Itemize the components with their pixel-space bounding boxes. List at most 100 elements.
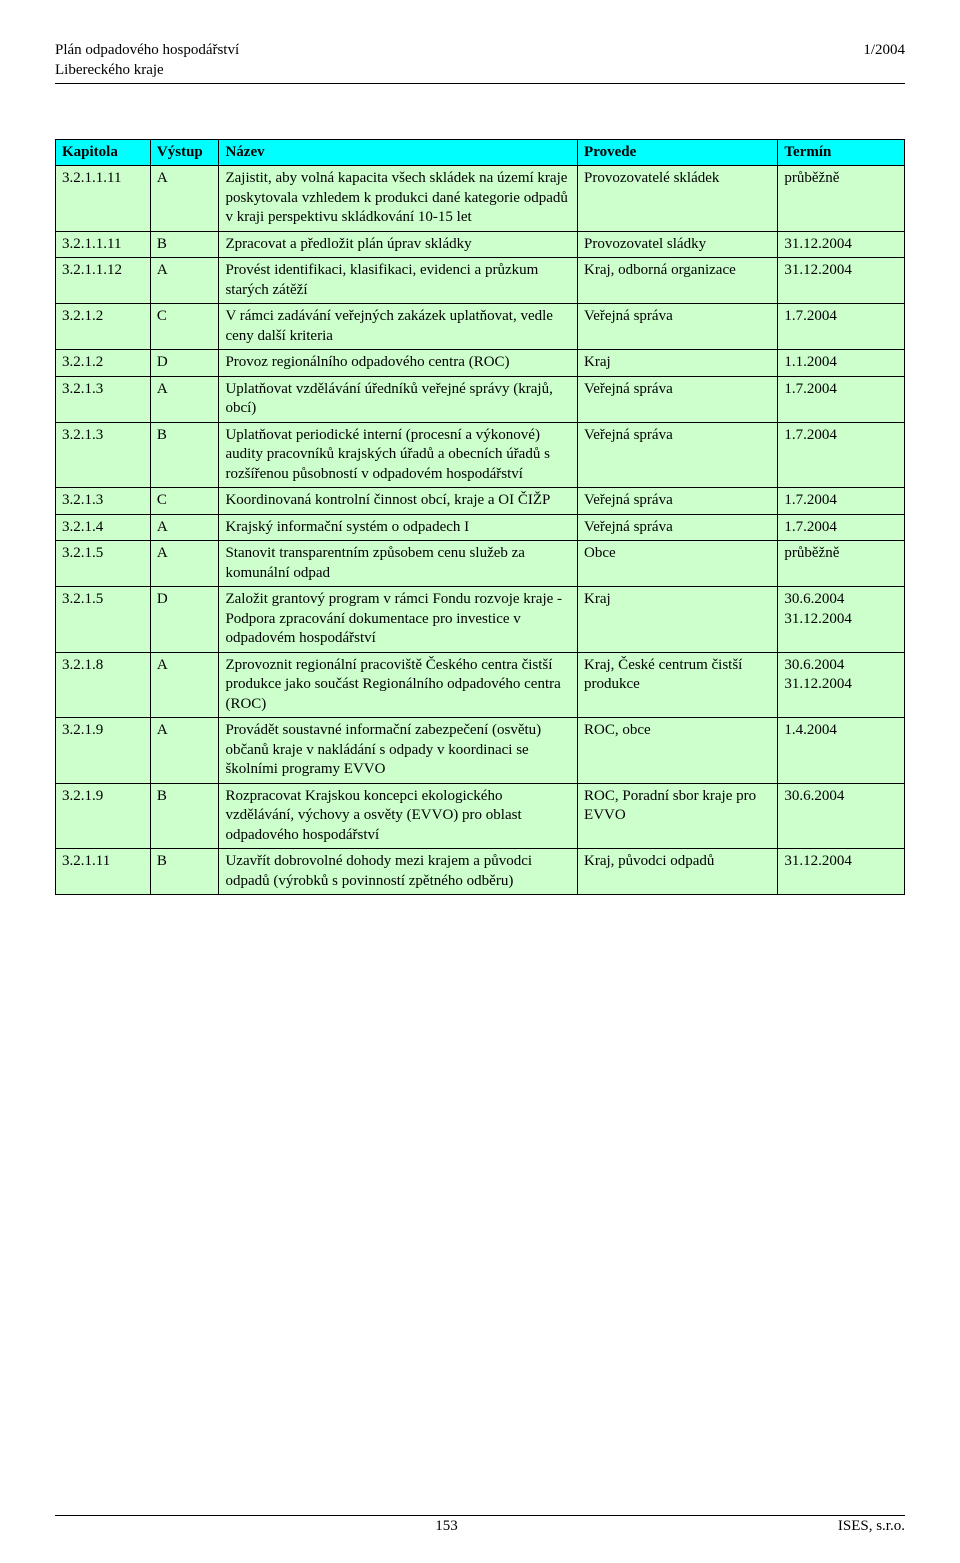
table-cell: 3.2.1.2 (56, 350, 151, 377)
table-column-header: Termín (778, 139, 905, 166)
table-cell: A (150, 166, 219, 232)
table-cell: Provozovatel sládky (578, 231, 778, 258)
table-cell: Veřejná správa (578, 422, 778, 488)
table-cell: průběžně (778, 166, 905, 232)
table-cell: A (150, 376, 219, 422)
table-cell: 3.2.1.11 (56, 849, 151, 895)
table-cell: Kraj, odborná organizace (578, 258, 778, 304)
table-cell: B (150, 849, 219, 895)
table-cell: A (150, 652, 219, 718)
table-row: 3.2.1.9BRozpracovat Krajskou koncepci ek… (56, 783, 905, 849)
table-cell: B (150, 231, 219, 258)
table-cell: Provést identifikaci, klasifikaci, evide… (219, 258, 578, 304)
header-title-line1: Plán odpadového hospodářství (55, 40, 239, 60)
table-cell: 1.7.2004 (778, 488, 905, 515)
table-cell: 30.6.200431.12.2004 (778, 587, 905, 653)
table-cell: Veřejná správa (578, 376, 778, 422)
table-cell: 3.2.1.5 (56, 587, 151, 653)
table-cell: Uzavřít dobrovolné dohody mezi krajem a … (219, 849, 578, 895)
table-cell: B (150, 783, 219, 849)
table-cell: Stanovit transparentním způsobem cenu sl… (219, 541, 578, 587)
table-cell: 1.7.2004 (778, 304, 905, 350)
table-cell: V rámci zadávání veřejných zakázek uplat… (219, 304, 578, 350)
table-cell: 31.12.2004 (778, 231, 905, 258)
table-column-header: Provede (578, 139, 778, 166)
table-column-header: Kapitola (56, 139, 151, 166)
table-cell: 3.2.1.1.11 (56, 166, 151, 232)
table-cell: C (150, 304, 219, 350)
table-header-row: KapitolaVýstupNázevProvedeTermín (56, 139, 905, 166)
footer-org: ISES, s.r.o. (838, 1518, 905, 1535)
table-cell: Provoz regionálního odpadového centra (R… (219, 350, 578, 377)
table-row: 3.2.1.3AUplatňovat vzdělávání úředníků v… (56, 376, 905, 422)
table-cell: 1.7.2004 (778, 376, 905, 422)
table-cell: D (150, 350, 219, 377)
table-cell: B (150, 422, 219, 488)
table-cell: 3.2.1.3 (56, 422, 151, 488)
table-cell: A (150, 258, 219, 304)
table-cell: ROC, obce (578, 718, 778, 784)
table-column-header: Výstup (150, 139, 219, 166)
page-footer: 153 ISES, s.r.o. (55, 1515, 905, 1535)
table-cell: D (150, 587, 219, 653)
table-cell: 31.12.2004 (778, 258, 905, 304)
header-right: 1/2004 (863, 40, 905, 60)
table-cell: Rozpracovat Krajskou koncepci ekologické… (219, 783, 578, 849)
page-header: Plán odpadového hospodářství Libereckého… (55, 40, 905, 84)
table-cell: Veřejná správa (578, 304, 778, 350)
table-row: 3.2.1.3BUplatňovat periodické interní (p… (56, 422, 905, 488)
data-table: KapitolaVýstupNázevProvedeTermín 3.2.1.1… (55, 139, 905, 896)
table-cell: 3.2.1.4 (56, 514, 151, 541)
table-row: 3.2.1.2DProvoz regionálního odpadového c… (56, 350, 905, 377)
table-column-header: Název (219, 139, 578, 166)
table-cell: Zajistit, aby volná kapacita všech sklád… (219, 166, 578, 232)
table-cell: 3.2.1.5 (56, 541, 151, 587)
table-cell: Kraj, původci odpadů (578, 849, 778, 895)
table-row: 3.2.1.1.12AProvést identifikaci, klasifi… (56, 258, 905, 304)
table-cell: 1.1.2004 (778, 350, 905, 377)
table-cell: A (150, 514, 219, 541)
table-cell: 3.2.1.3 (56, 488, 151, 515)
table-cell: 30.6.2004 (778, 783, 905, 849)
table-cell: Obce (578, 541, 778, 587)
header-title-line2: Libereckého kraje (55, 60, 239, 80)
table-cell: Veřejná správa (578, 488, 778, 515)
table-row: 3.2.1.11BUzavřít dobrovolné dohody mezi … (56, 849, 905, 895)
footer-page-number: 153 (435, 1518, 458, 1535)
table-row: 3.2.1.9AProvádět soustavné informační za… (56, 718, 905, 784)
table-cell: 3.2.1.1.12 (56, 258, 151, 304)
table-cell: Kraj (578, 587, 778, 653)
table-cell: 1.4.2004 (778, 718, 905, 784)
table-cell: ROC, Poradní sbor kraje pro EVVO (578, 783, 778, 849)
table-cell: Provozovatelé skládek (578, 166, 778, 232)
table-cell: 3.2.1.9 (56, 718, 151, 784)
table-row: 3.2.1.4AKrajský informační systém o odpa… (56, 514, 905, 541)
table-cell: A (150, 541, 219, 587)
table-row: 3.2.1.1.11BZpracovat a předložit plán úp… (56, 231, 905, 258)
table-cell: Zprovoznit regionální pracoviště Českého… (219, 652, 578, 718)
header-title: Plán odpadového hospodářství Libereckého… (55, 40, 239, 81)
table-cell: 3.2.1.9 (56, 783, 151, 849)
table-cell: 30.6.200431.12.2004 (778, 652, 905, 718)
table-row: 3.2.1.1.11AZajistit, aby volná kapacita … (56, 166, 905, 232)
table-cell: 31.12.2004 (778, 849, 905, 895)
table-cell: Uplatňovat vzdělávání úředníků veřejné s… (219, 376, 578, 422)
table-cell: průběžně (778, 541, 905, 587)
table-row: 3.2.1.3CKoordinovaná kontrolní činnost o… (56, 488, 905, 515)
table-cell: Kraj, České centrum čistší produkce (578, 652, 778, 718)
table-cell: 3.2.1.3 (56, 376, 151, 422)
table-cell: Uplatňovat periodické interní (procesní … (219, 422, 578, 488)
table-cell: Kraj (578, 350, 778, 377)
table-cell: Založit grantový program v rámci Fondu r… (219, 587, 578, 653)
table-cell: Krajský informační systém o odpadech I (219, 514, 578, 541)
table-cell: Veřejná správa (578, 514, 778, 541)
table-row: 3.2.1.2CV rámci zadávání veřejných zakáz… (56, 304, 905, 350)
table-cell: A (150, 718, 219, 784)
table-cell: 3.2.1.1.11 (56, 231, 151, 258)
table-row: 3.2.1.5AStanovit transparentním způsobem… (56, 541, 905, 587)
table-cell: Provádět soustavné informační zabezpečen… (219, 718, 578, 784)
table-cell: C (150, 488, 219, 515)
table-cell: 3.2.1.8 (56, 652, 151, 718)
table-cell: Koordinovaná kontrolní činnost obcí, kra… (219, 488, 578, 515)
table-cell: 3.2.1.2 (56, 304, 151, 350)
